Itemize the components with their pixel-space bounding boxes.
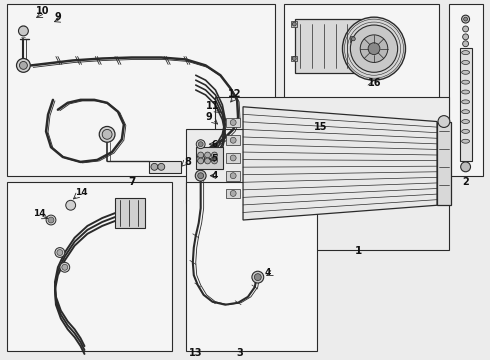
Circle shape <box>230 173 236 179</box>
Circle shape <box>351 37 355 41</box>
Circle shape <box>212 152 218 158</box>
Circle shape <box>230 137 236 143</box>
Bar <box>216 97 449 249</box>
Circle shape <box>196 140 205 149</box>
Bar <box>460 48 471 161</box>
Circle shape <box>252 271 264 283</box>
Bar <box>186 181 317 351</box>
Circle shape <box>20 62 27 69</box>
Circle shape <box>99 126 115 142</box>
Text: 15: 15 <box>314 122 327 132</box>
Circle shape <box>230 190 236 197</box>
Circle shape <box>197 155 205 163</box>
Text: 14: 14 <box>74 188 87 197</box>
Ellipse shape <box>462 51 469 55</box>
Circle shape <box>230 120 236 126</box>
Circle shape <box>60 262 70 272</box>
Circle shape <box>198 158 204 164</box>
Circle shape <box>17 59 30 72</box>
Circle shape <box>196 170 206 181</box>
Bar <box>226 153 240 163</box>
Circle shape <box>461 162 470 172</box>
Circle shape <box>368 43 380 55</box>
Text: 6: 6 <box>212 140 218 149</box>
Ellipse shape <box>462 129 469 133</box>
Bar <box>226 135 240 145</box>
Bar <box>449 4 483 176</box>
Bar <box>295 19 362 73</box>
Ellipse shape <box>462 60 469 64</box>
Circle shape <box>438 116 450 127</box>
Circle shape <box>254 274 261 280</box>
Circle shape <box>57 249 63 256</box>
Circle shape <box>19 26 28 36</box>
Circle shape <box>464 17 467 21</box>
Text: 8: 8 <box>184 157 191 167</box>
Circle shape <box>55 248 65 257</box>
Ellipse shape <box>462 110 469 114</box>
Text: 14: 14 <box>33 209 46 218</box>
Circle shape <box>205 158 211 164</box>
Circle shape <box>66 200 75 210</box>
Text: 12: 12 <box>228 89 242 99</box>
Circle shape <box>230 155 236 161</box>
Circle shape <box>158 163 165 170</box>
Bar <box>350 36 356 42</box>
Text: 4: 4 <box>212 171 218 180</box>
Text: 9: 9 <box>55 12 62 22</box>
Text: 13: 13 <box>189 348 202 358</box>
Circle shape <box>205 152 211 158</box>
Text: 3: 3 <box>237 348 244 358</box>
Text: 11: 11 <box>206 101 219 111</box>
Circle shape <box>46 215 56 225</box>
Text: 7: 7 <box>128 177 135 186</box>
Circle shape <box>462 15 469 23</box>
Circle shape <box>463 41 468 47</box>
Bar <box>291 21 297 27</box>
Bar <box>115 198 145 228</box>
Bar <box>437 122 451 205</box>
Text: 16: 16 <box>368 78 382 88</box>
Ellipse shape <box>462 139 469 143</box>
Bar <box>7 181 172 351</box>
Text: 10: 10 <box>36 6 49 16</box>
Bar <box>186 129 247 203</box>
Circle shape <box>350 25 398 72</box>
Circle shape <box>292 57 296 60</box>
Bar <box>7 4 274 176</box>
Ellipse shape <box>462 120 469 123</box>
Bar <box>284 4 439 125</box>
Circle shape <box>102 129 112 139</box>
Circle shape <box>463 26 468 32</box>
Text: 1: 1 <box>355 246 362 256</box>
Circle shape <box>343 17 406 80</box>
Text: 5: 5 <box>212 154 218 163</box>
Bar <box>291 55 297 62</box>
Ellipse shape <box>462 80 469 84</box>
Circle shape <box>62 264 68 270</box>
Circle shape <box>198 142 203 147</box>
Circle shape <box>212 158 218 164</box>
Circle shape <box>48 217 54 223</box>
Circle shape <box>360 35 388 62</box>
Circle shape <box>198 152 204 158</box>
Circle shape <box>292 22 296 26</box>
Bar <box>149 161 181 173</box>
Ellipse shape <box>462 90 469 94</box>
Text: 4: 4 <box>265 268 271 277</box>
Bar <box>226 189 240 198</box>
Circle shape <box>463 34 468 40</box>
Circle shape <box>198 173 204 179</box>
Bar <box>196 147 223 169</box>
Ellipse shape <box>462 100 469 104</box>
Ellipse shape <box>462 70 469 74</box>
Polygon shape <box>243 107 437 220</box>
Circle shape <box>151 163 158 170</box>
Text: 9: 9 <box>206 112 212 122</box>
Bar <box>226 118 240 127</box>
Text: 2: 2 <box>462 177 469 187</box>
Bar <box>226 171 240 181</box>
